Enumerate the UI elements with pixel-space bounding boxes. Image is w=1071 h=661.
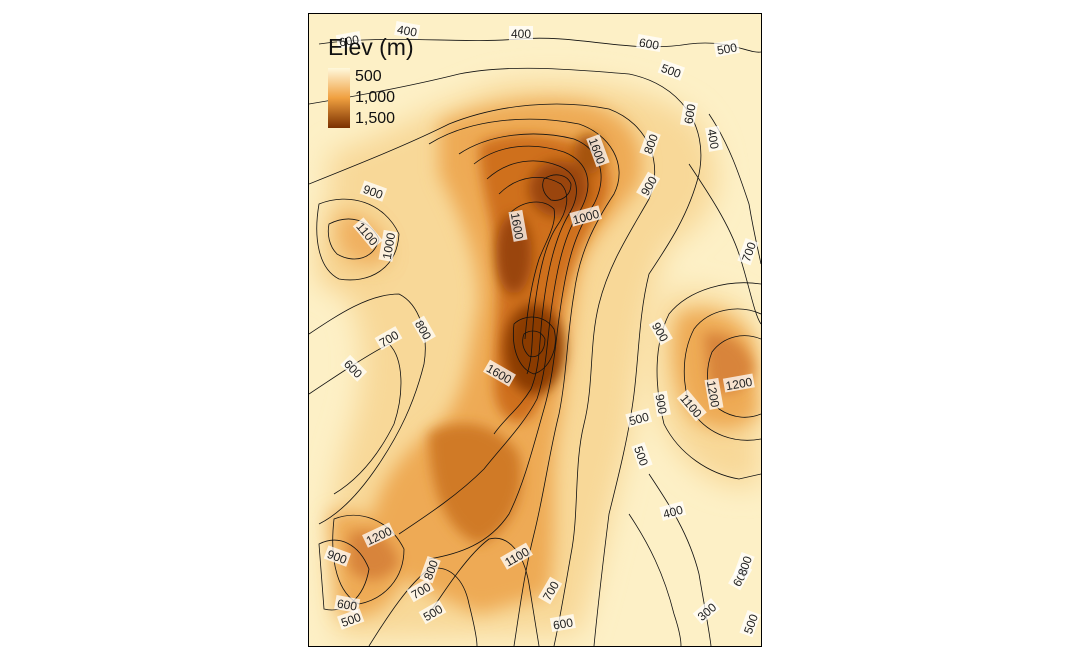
svg-text:700: 700 bbox=[739, 240, 759, 264]
svg-text:800: 800 bbox=[735, 554, 755, 578]
svg-text:500: 500 bbox=[741, 612, 761, 636]
contour-label: 600 bbox=[680, 100, 699, 127]
legend-tick-label: 1,000 bbox=[355, 89, 396, 106]
contour-label: 1200 bbox=[704, 377, 724, 410]
svg-text:1600: 1600 bbox=[508, 212, 526, 241]
svg-text:900: 900 bbox=[652, 393, 669, 415]
contour-label: 400 bbox=[509, 26, 533, 41]
contour-label: 500 bbox=[713, 39, 740, 58]
map-panel: 600 400 400 600 500 500 600 400 800 1600… bbox=[308, 13, 762, 647]
svg-text:1200: 1200 bbox=[725, 375, 754, 393]
svg-text:600: 600 bbox=[681, 103, 698, 125]
svg-text:500: 500 bbox=[716, 40, 738, 57]
legend-tick-label: 1,500 bbox=[355, 110, 396, 128]
elevation-map: 600 400 400 600 500 500 600 400 800 1600… bbox=[309, 14, 761, 646]
svg-text:1000: 1000 bbox=[380, 231, 398, 260]
svg-text:900: 900 bbox=[325, 547, 349, 567]
svg-text:600: 600 bbox=[638, 35, 660, 52]
contour-label: 500 bbox=[657, 59, 686, 81]
contour-label: 900 bbox=[323, 545, 352, 567]
contour-label: 600 bbox=[549, 614, 576, 633]
svg-text:1000: 1000 bbox=[571, 207, 601, 228]
contour-label: 800 bbox=[639, 129, 661, 158]
svg-text:500: 500 bbox=[659, 61, 683, 81]
contour-label: 1600 bbox=[508, 209, 528, 242]
contour-label: 500 bbox=[739, 609, 761, 638]
contour-label: 800 bbox=[419, 555, 441, 584]
svg-text:500: 500 bbox=[339, 610, 363, 630]
svg-text:400: 400 bbox=[662, 503, 685, 522]
contour-label: 500 bbox=[631, 441, 653, 470]
contour-label: 700 bbox=[737, 237, 759, 266]
svg-text:600: 600 bbox=[336, 596, 358, 613]
contour-label: 1200 bbox=[722, 373, 755, 393]
contour-label: 400 bbox=[659, 501, 687, 522]
contour-label: 1000 bbox=[569, 205, 603, 228]
contour-label: 600 bbox=[636, 34, 663, 53]
contour-label: 600 bbox=[335, 31, 362, 50]
svg-text:500: 500 bbox=[628, 410, 651, 429]
contour-label: 800 bbox=[733, 551, 755, 580]
legend-color-bar bbox=[328, 68, 350, 128]
svg-text:900: 900 bbox=[361, 182, 385, 202]
svg-text:1200: 1200 bbox=[704, 380, 722, 409]
legend-title: Elev (m) bbox=[328, 34, 414, 60]
contour-label: 1000 bbox=[378, 229, 398, 262]
contour-label: 400 bbox=[704, 125, 723, 152]
contour-labels: 600 400 400 600 500 500 600 400 800 1600… bbox=[323, 21, 761, 638]
contour-label: 500 bbox=[336, 608, 365, 630]
contour-label: 400 bbox=[394, 21, 421, 40]
legend-tick-label: 500 bbox=[355, 67, 382, 85]
contour-label: 600 bbox=[334, 595, 361, 614]
contour-label: 500 bbox=[625, 408, 653, 429]
svg-text:800: 800 bbox=[641, 132, 661, 156]
svg-text:400: 400 bbox=[511, 27, 531, 41]
svg-text:500: 500 bbox=[631, 444, 651, 468]
elevation-legend: Elev (m) 500 1,000 1,500 bbox=[328, 34, 448, 144]
svg-text:600: 600 bbox=[552, 615, 574, 632]
svg-text:400: 400 bbox=[704, 128, 721, 150]
contour-label: 900 bbox=[652, 390, 671, 417]
svg-text:600: 600 bbox=[338, 32, 360, 49]
svg-text:800: 800 bbox=[421, 558, 441, 582]
svg-text:400: 400 bbox=[396, 22, 418, 39]
contour-label: 900 bbox=[359, 180, 388, 202]
